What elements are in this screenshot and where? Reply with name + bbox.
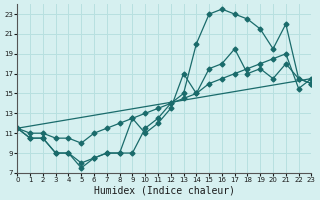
X-axis label: Humidex (Indice chaleur): Humidex (Indice chaleur) (94, 186, 235, 196)
